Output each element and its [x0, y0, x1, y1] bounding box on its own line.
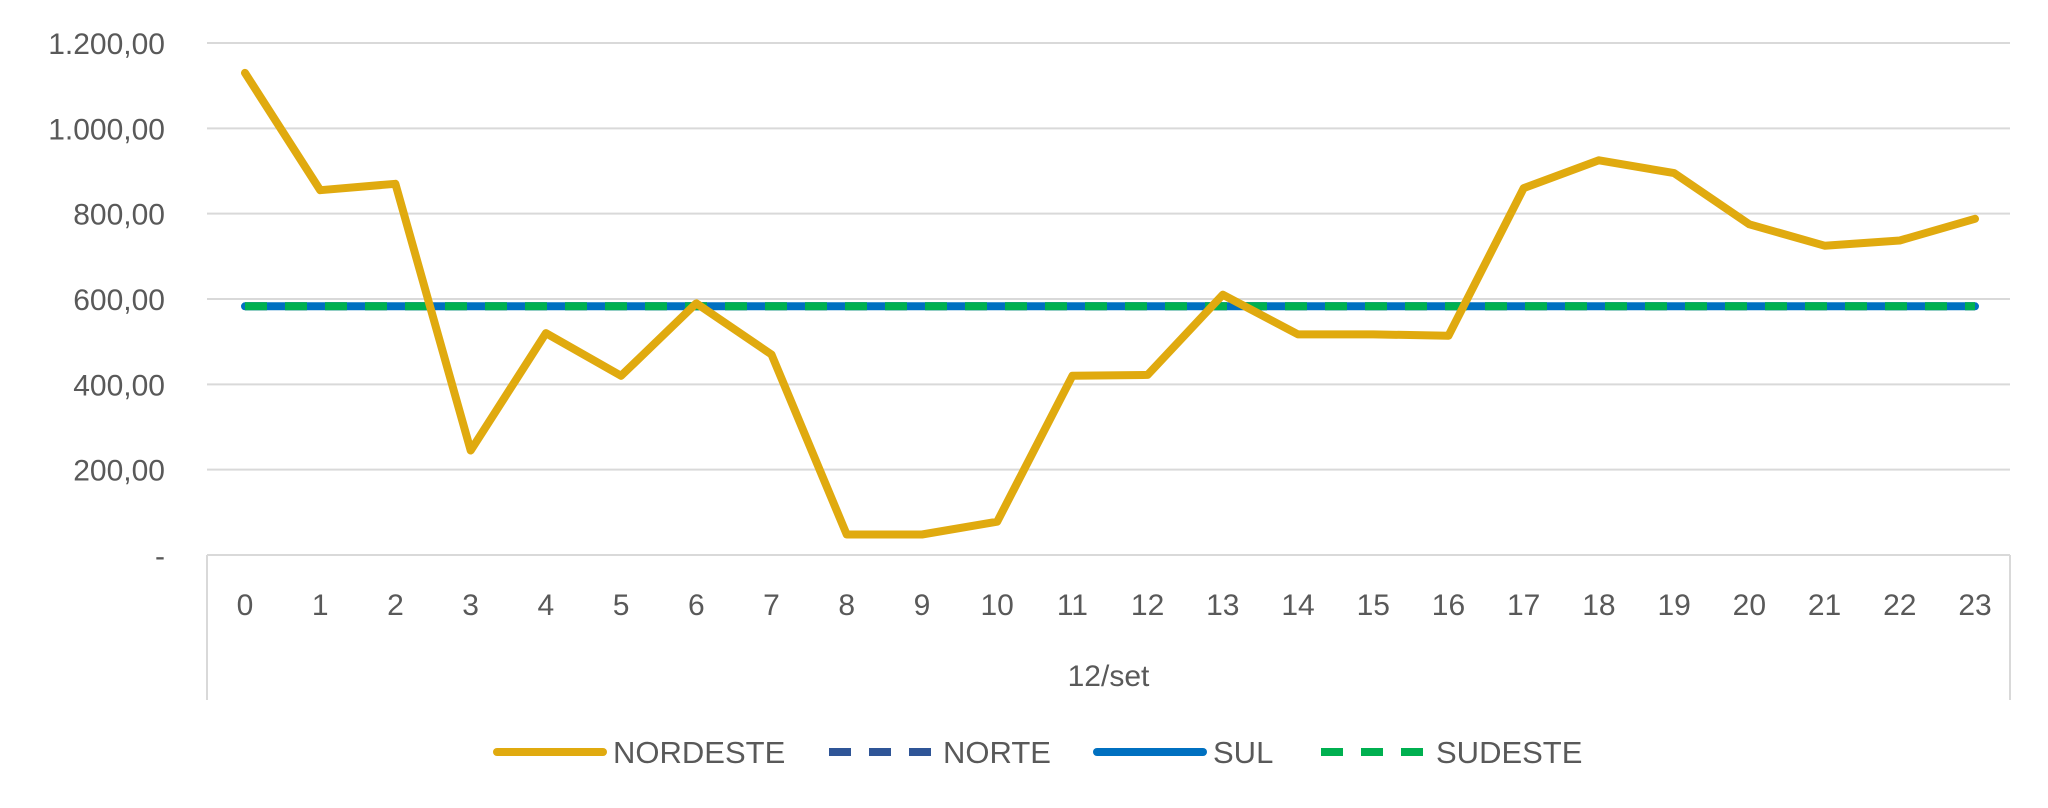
- x-tick-label: 2: [387, 589, 404, 622]
- y-tick-label: 1.200,00: [48, 28, 165, 61]
- x-tick-label: 10: [980, 589, 1013, 622]
- gridlines: [207, 42, 2010, 471]
- y-tick-labels: - 200,00 400,00 600,00 800,00 1.000,00 1.200,0…: [48, 28, 165, 573]
- x-tick-label: 15: [1357, 589, 1390, 622]
- x-tick-label: 11: [1057, 589, 1088, 622]
- x-group-label: 12/set: [1068, 660, 1150, 693]
- x-tick-label: 12: [1131, 589, 1164, 622]
- legend-item-norte: NORTE: [829, 735, 1051, 770]
- y-tick-label: 200,00: [73, 455, 165, 488]
- x-tick-label: 13: [1206, 589, 1239, 622]
- x-tick-label: 8: [838, 589, 855, 622]
- y-tick-label: 400,00: [73, 369, 165, 402]
- series-line-nordeste: [241, 68, 1979, 539]
- legend-label: NORTE: [943, 735, 1051, 770]
- x-tick-label: 3: [462, 589, 479, 622]
- y-tick-label: 600,00: [73, 284, 165, 317]
- x-tick-label: 22: [1883, 589, 1916, 622]
- x-tick-label: 21: [1808, 589, 1841, 622]
- legend-item-sudeste: SUDESTE: [1321, 735, 1582, 770]
- y-tick-label: 1.000,00: [48, 113, 165, 146]
- x-tick-label: 4: [538, 589, 555, 622]
- x-tick-label: 6: [688, 589, 705, 622]
- legend-item-sul: SUL: [1093, 735, 1273, 770]
- x-tick-label: 17: [1507, 589, 1540, 622]
- legend: NORDESTE NORTE SUL SUDESTE: [493, 735, 1582, 770]
- series-lines: [241, 68, 1979, 539]
- x-tick-label: 19: [1657, 589, 1690, 622]
- axes: [206, 554, 2011, 700]
- x-tick-label: 20: [1733, 589, 1766, 622]
- y-tick-label: 800,00: [73, 199, 165, 232]
- legend-label: NORDESTE: [613, 735, 785, 770]
- x-tick-label: 9: [914, 589, 931, 622]
- y-tick-label: -: [155, 540, 165, 573]
- x-tick-label: 5: [613, 589, 630, 622]
- x-tick-labels: 0 1 2 3 4 5 6 7 8 9 10 11 12 13 14 15 16 17 18 19 20 21 22 23: [237, 589, 1992, 622]
- x-tick-label: 1: [312, 589, 329, 622]
- x-tick-label: 16: [1432, 589, 1465, 622]
- legend-label: SUDESTE: [1436, 735, 1582, 770]
- legend-item-nordeste: NORDESTE: [493, 735, 785, 770]
- x-tick-label: 18: [1582, 589, 1615, 622]
- x-tick-label: 0: [237, 589, 254, 622]
- x-tick-label: 14: [1281, 589, 1314, 622]
- x-tick-label: 7: [763, 589, 780, 622]
- x-tick-label: 23: [1958, 589, 1991, 622]
- legend-label: SUL: [1213, 735, 1273, 770]
